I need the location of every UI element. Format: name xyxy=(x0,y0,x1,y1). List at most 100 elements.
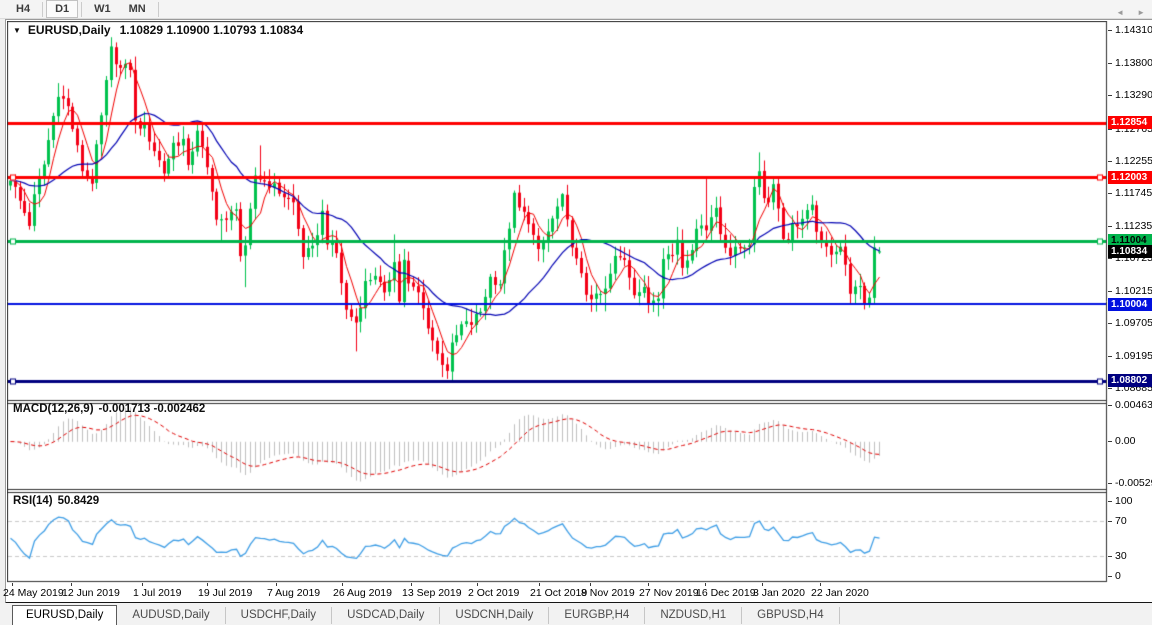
tab-usdcad-daily[interactable]: USDCAD,Daily xyxy=(332,607,441,624)
date-label: 3 Jan 2020 xyxy=(753,587,805,599)
symbol-dropdown-icon[interactable]: ▼ xyxy=(13,26,21,35)
rsi-label: RSI(14) 50.8429 xyxy=(13,495,104,507)
indicator-tick-label: 100 xyxy=(1115,495,1133,507)
date-tick xyxy=(12,583,13,586)
price-tick-label: 1.10215 xyxy=(1115,285,1152,297)
indicator-tick xyxy=(1108,405,1112,406)
timeframe-button-w1[interactable]: W1 xyxy=(94,3,111,15)
price-chart-canvas[interactable] xyxy=(7,21,1109,583)
date-tick xyxy=(207,583,208,586)
date-tick xyxy=(142,583,143,586)
date-tick xyxy=(477,583,478,586)
date-tick xyxy=(276,583,277,586)
price-tick xyxy=(1108,388,1112,389)
price-tick xyxy=(1108,323,1112,324)
price-badge: 1.12854 xyxy=(1108,116,1152,129)
price-badge: 1.12003 xyxy=(1108,171,1152,184)
tab-scroll-arrows: ◄ ► xyxy=(1116,9,1145,17)
price-tick xyxy=(1108,63,1112,64)
tab-eurgbp-h4[interactable]: EURGBP,H4 xyxy=(549,607,646,624)
price-tick xyxy=(1108,193,1112,194)
macd-label: MACD(12,26,9) -0.001713 -0.002462 xyxy=(13,403,210,415)
date-label: 27 Nov 2019 xyxy=(639,587,699,599)
date-tick xyxy=(705,583,706,586)
indicator-tick xyxy=(1108,501,1112,502)
tab-nzdusd-h1[interactable]: NZDUSD,H1 xyxy=(645,607,743,624)
timeframe-toolbar: H4 D1 W1 MN xyxy=(0,0,1152,19)
price-tick-label: 1.13290 xyxy=(1115,89,1152,101)
date-label: 1 Jul 2019 xyxy=(133,587,182,599)
date-label: 8 Nov 2019 xyxy=(581,587,635,599)
date-tick xyxy=(342,583,343,586)
indicator-tick xyxy=(1108,556,1112,557)
chart-title: ▼ EURUSD,Daily 1.10829 1.10900 1.10793 1.1… xyxy=(13,23,303,37)
indicator-tick-label: 0.00 xyxy=(1115,435,1136,447)
date-label: 13 Sep 2019 xyxy=(402,587,462,599)
date-tick xyxy=(590,583,591,586)
time-axis: 24 May 2019 12 Jun 2019 1 Jul 2019 19 Jul 2… xyxy=(0,583,1152,601)
price-tick xyxy=(1108,30,1112,31)
date-label: 19 Jul 2019 xyxy=(198,587,253,599)
indicator-tick-label: 0 xyxy=(1115,570,1121,582)
price-tick xyxy=(1108,258,1112,259)
tab-scroll-left-icon[interactable]: ◄ xyxy=(1116,8,1125,17)
indicator-tick xyxy=(1108,483,1112,484)
date-label: 16 Dec 2019 xyxy=(696,587,756,599)
toolbar-separator xyxy=(81,1,83,17)
price-axis: 1.14310 1.13800 1.13290 1.12765 1.12255 1.117… xyxy=(1108,21,1152,601)
date-tick xyxy=(762,583,763,586)
rsi-name: RSI(14) xyxy=(13,495,53,507)
toolbar-separator xyxy=(42,1,44,17)
date-label: 26 Aug 2019 xyxy=(333,587,392,599)
date-tick xyxy=(71,583,72,586)
indicator-tick-label: 70 xyxy=(1115,515,1127,527)
date-tick xyxy=(648,583,649,586)
date-label: 7 Aug 2019 xyxy=(267,587,321,599)
price-tick xyxy=(1108,226,1112,227)
macd-values: -0.001713 -0.002462 xyxy=(98,403,206,415)
date-tick xyxy=(411,583,412,586)
price-tick xyxy=(1108,161,1112,162)
price-badge: 1.08802 xyxy=(1108,374,1152,387)
chart-symbol-label: EURUSD,Daily xyxy=(27,23,111,37)
date-tick xyxy=(820,583,821,586)
price-tick-label: 1.13800 xyxy=(1115,57,1152,69)
price-tick-label: 1.14310 xyxy=(1115,24,1152,36)
indicator-tick xyxy=(1108,576,1112,577)
price-tick-label: 1.09705 xyxy=(1115,317,1152,329)
tab-usdchf-daily[interactable]: USDCHF,Daily xyxy=(226,607,333,624)
price-tick xyxy=(1108,129,1112,130)
rsi-value: 50.8429 xyxy=(57,495,100,507)
date-label: 22 Jan 2020 xyxy=(811,587,869,599)
price-tick-label: 1.11745 xyxy=(1115,187,1152,199)
chart-tab-bar: EURUSD,Daily AUDUSD,Daily USDCHF,Daily USDC… xyxy=(0,603,1152,625)
tab-gbpusd-h4[interactable]: GBPUSD,H4 xyxy=(742,607,840,624)
date-label: 24 May 2019 xyxy=(3,587,64,599)
chart-ohlc-values: 1.10829 1.10900 1.10793 1.10834 xyxy=(119,23,304,37)
tab-usdcnh-daily[interactable]: USDCNH,Daily xyxy=(440,607,550,624)
tab-eurusd-daily[interactable]: EURUSD,Daily xyxy=(12,605,118,625)
indicator-tick xyxy=(1108,441,1112,442)
timeframe-button-h4[interactable]: H4 xyxy=(16,3,31,15)
price-tick-label: 1.11235 xyxy=(1115,220,1152,232)
price-tick xyxy=(1108,356,1112,357)
indicator-tick-label: 30 xyxy=(1115,550,1127,562)
price-tick-label: 1.12255 xyxy=(1115,155,1152,167)
indicator-tick-label: -0.005299 xyxy=(1115,477,1152,489)
price-tick xyxy=(1108,291,1112,292)
date-label: 2 Oct 2019 xyxy=(468,587,520,599)
macd-name: MACD(12,26,9) xyxy=(13,403,94,415)
price-tick xyxy=(1108,95,1112,96)
toolbar-separator xyxy=(157,1,159,17)
price-badge: 1.10834 xyxy=(1108,245,1152,258)
timeframe-button-mn[interactable]: MN xyxy=(128,3,146,15)
price-tick-label: 1.09195 xyxy=(1115,350,1152,362)
tab-audusd-daily[interactable]: AUDUSD,Daily xyxy=(117,607,226,624)
date-label: 21 Oct 2019 xyxy=(530,587,588,599)
indicator-tick xyxy=(1108,521,1112,522)
tab-scroll-right-icon[interactable]: ► xyxy=(1137,8,1145,17)
date-tick xyxy=(539,583,540,586)
timeframe-button-d1[interactable]: D1 xyxy=(46,0,79,18)
indicator-tick-label: 0.00463 xyxy=(1115,399,1152,411)
price-badge: 1.11004 xyxy=(1108,234,1152,247)
